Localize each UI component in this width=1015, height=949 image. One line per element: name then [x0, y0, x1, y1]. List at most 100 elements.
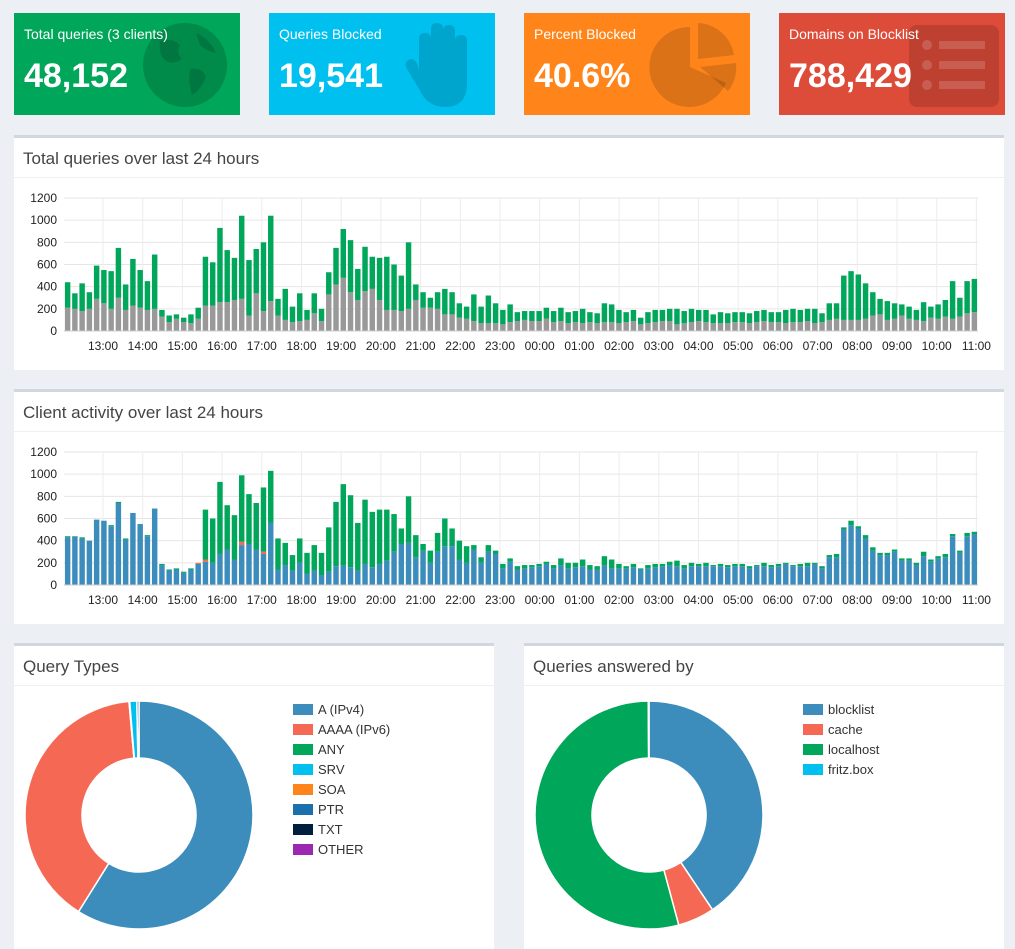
bar-segment[interactable]	[405, 242, 412, 309]
legend-item[interactable]: ANY	[293, 739, 390, 759]
bar-segment[interactable]	[804, 321, 811, 331]
bar-segment[interactable]	[579, 308, 586, 324]
bar-segment[interactable]	[652, 567, 658, 585]
bar-segment[interactable]	[492, 550, 499, 554]
bar-segment[interactable]	[115, 501, 122, 503]
tile-queries-blocked[interactable]: Queries Blocked 19,541	[269, 13, 495, 115]
bar-segment[interactable]	[717, 563, 724, 567]
bar-segment[interactable]	[775, 322, 782, 331]
bar-segment[interactable]	[855, 319, 862, 331]
bar-segment[interactable]	[666, 565, 673, 585]
bar-segment[interactable]	[964, 313, 970, 331]
bar-segment[interactable]	[746, 566, 753, 569]
bar-segment[interactable]	[253, 549, 259, 585]
donut-slice-a-ipv4[interactable]	[77, 700, 254, 930]
bar-segment[interactable]	[398, 311, 405, 331]
bar-segment[interactable]	[855, 274, 862, 320]
bar-segment[interactable]	[877, 555, 883, 585]
donut-slice-aaaa-ipv6[interactable]	[24, 700, 135, 913]
bar-segment[interactable]	[870, 292, 876, 316]
bar-segment[interactable]	[666, 561, 673, 566]
bar-segment[interactable]	[507, 558, 513, 562]
bar-segment[interactable]	[703, 566, 709, 585]
bar-segment[interactable]	[79, 311, 85, 331]
bar-segment[interactable]	[543, 318, 550, 331]
bar-segment[interactable]	[761, 562, 767, 567]
bar-segment[interactable]	[413, 557, 419, 585]
bar-segment[interactable]	[710, 314, 716, 324]
bar-segment[interactable]	[870, 550, 876, 585]
bar-segment[interactable]	[826, 555, 833, 558]
bar-segment[interactable]	[188, 314, 194, 324]
bar-segment[interactable]	[550, 568, 557, 586]
bar-segment[interactable]	[260, 311, 267, 331]
donut-slice-ptr[interactable]	[136, 700, 140, 759]
bar-segment[interactable]	[195, 563, 201, 585]
bar-segment[interactable]	[326, 272, 332, 295]
bar-segment[interactable]	[659, 563, 666, 567]
bar-segment[interactable]	[115, 247, 122, 298]
bar-segment[interactable]	[783, 562, 789, 564]
bar-segment[interactable]	[130, 305, 136, 331]
bar-segment[interactable]	[144, 536, 151, 585]
bar-segment[interactable]	[166, 322, 172, 331]
legend-item[interactable]: localhost	[803, 739, 879, 759]
bar-segment[interactable]	[746, 323, 753, 331]
bar-segment[interactable]	[949, 536, 956, 585]
bar-segment[interactable]	[949, 534, 956, 537]
bar-segment[interactable]	[826, 557, 833, 585]
bar-segment[interactable]	[812, 323, 818, 331]
bar-segment[interactable]	[224, 549, 230, 585]
bar-segment[interactable]	[565, 312, 571, 324]
bar-segment[interactable]	[732, 312, 738, 323]
bar-segment[interactable]	[239, 545, 245, 585]
bar-segment[interactable]	[86, 540, 93, 585]
bar-segment[interactable]	[971, 312, 978, 331]
bar-segment[interactable]	[521, 319, 528, 331]
bar-segment[interactable]	[64, 282, 71, 308]
bar-segment[interactable]	[500, 324, 506, 331]
bar-segment[interactable]	[884, 319, 891, 331]
bar-segment[interactable]	[427, 550, 434, 563]
bar-segment[interactable]	[195, 562, 201, 564]
bar-segment[interactable]	[122, 539, 129, 585]
bar-segment[interactable]	[529, 311, 535, 322]
bar-segment[interactable]	[514, 321, 521, 331]
bar-segment[interactable]	[355, 299, 361, 331]
bar-segment[interactable]	[297, 562, 303, 585]
bar-segment[interactable]	[790, 322, 796, 331]
bar-segment[interactable]	[797, 309, 803, 323]
bar-segment[interactable]	[768, 322, 774, 331]
bar-segment[interactable]	[957, 316, 963, 331]
bar-segment[interactable]	[137, 307, 143, 331]
bar-segment[interactable]	[783, 563, 789, 585]
bar-segment[interactable]	[304, 309, 310, 320]
bar-segment[interactable]	[217, 481, 223, 554]
bar-segment[interactable]	[536, 566, 542, 585]
bar-segment[interactable]	[391, 551, 397, 585]
bar-segment[interactable]	[326, 294, 332, 331]
bar-segment[interactable]	[268, 470, 274, 523]
bar-segment[interactable]	[326, 571, 332, 585]
bar-segment[interactable]	[347, 240, 354, 293]
bar-segment[interactable]	[485, 323, 492, 331]
bar-segment[interactable]	[935, 318, 941, 331]
bar-segment[interactable]	[746, 568, 753, 586]
bar-segment[interactable]	[949, 318, 956, 331]
bar-segment[interactable]	[565, 568, 571, 586]
bar-segment[interactable]	[195, 307, 201, 319]
bar-segment[interactable]	[877, 314, 883, 332]
bar-segment[interactable]	[630, 321, 637, 331]
bar-segment[interactable]	[703, 309, 709, 323]
bar-segment[interactable]	[855, 528, 862, 585]
bar-segment[interactable]	[311, 313, 317, 331]
bar-segment[interactable]	[725, 565, 731, 568]
bar-segment[interactable]	[79, 538, 85, 585]
bar-segment[interactable]	[456, 317, 463, 331]
bar-segment[interactable]	[333, 566, 339, 585]
bar-segment[interactable]	[877, 552, 883, 556]
bar-segment[interactable]	[456, 303, 463, 318]
bar-segment[interactable]	[500, 309, 506, 325]
bar-segment[interactable]	[420, 292, 426, 308]
bar-segment[interactable]	[601, 303, 608, 323]
